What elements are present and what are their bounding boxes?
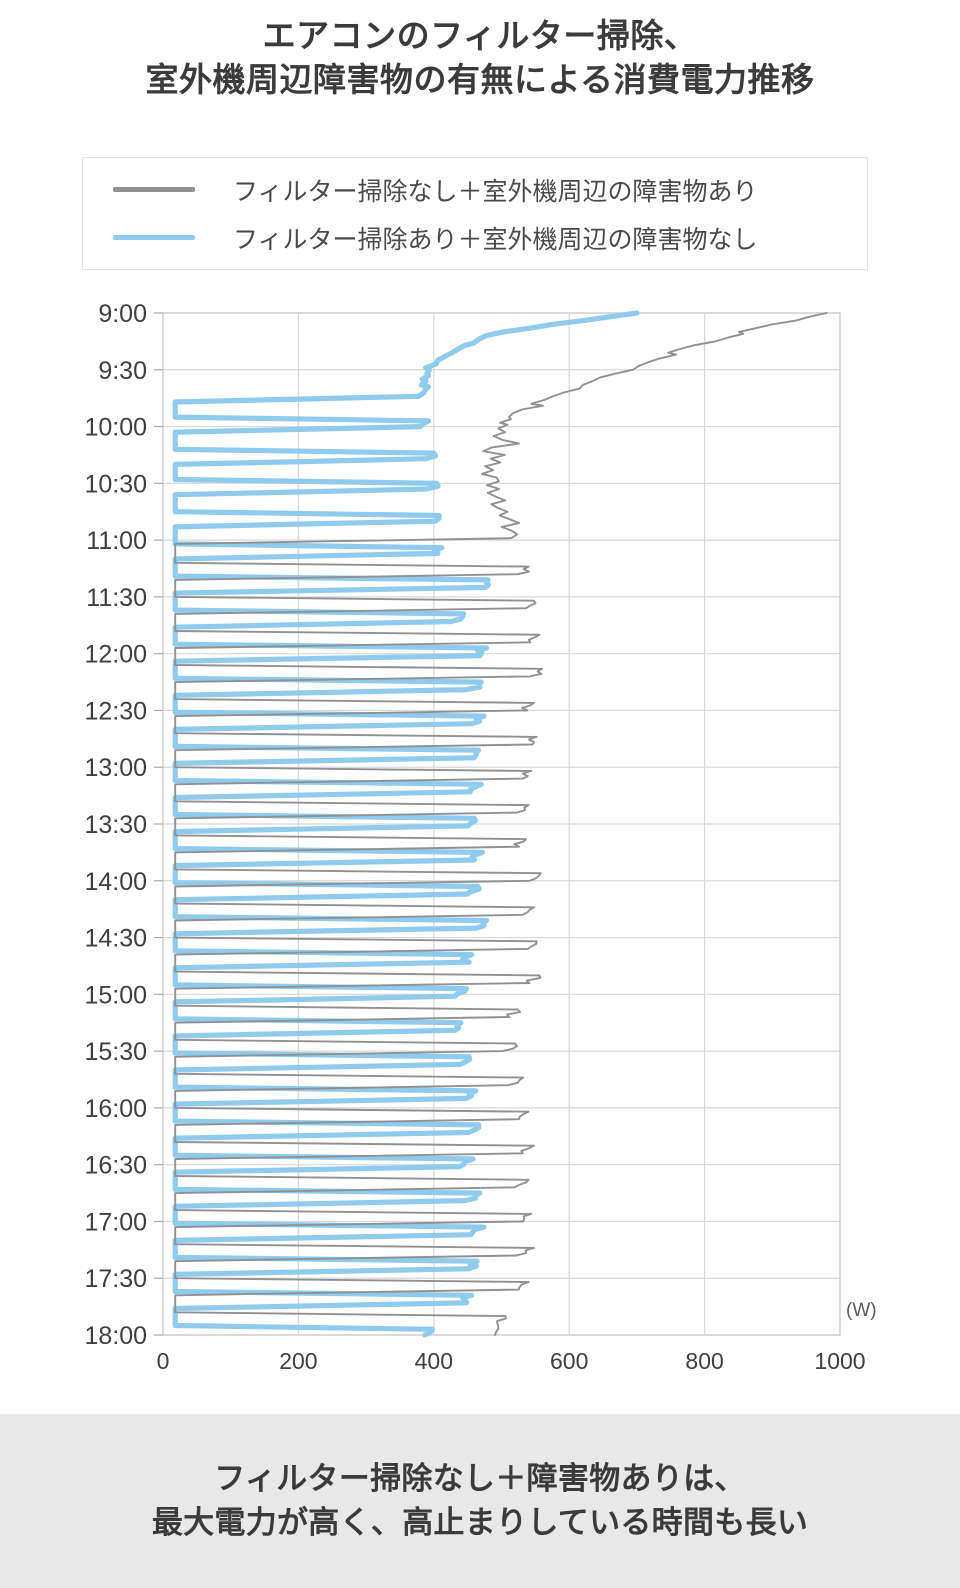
x-axis-tick-label: 800 [685,1348,723,1374]
legend-label-no-cleaning: フィルター掃除なし＋室外機周辺の障害物あり [233,177,758,206]
page-title: エアコンのフィルター掃除、 室外機周辺障害物の有無による消費電力推移 [0,0,960,102]
y-axis-tick-label: 10:30 [84,470,147,498]
chart-legend: フィルター掃除なし＋室外機周辺の障害物あり フィルター掃除あり＋室外機周辺の障害… [82,157,868,270]
y-axis-tick-label: 12:00 [84,641,147,669]
caption-line-2: 最大電力が高く、高止まりしている時間も長い [151,1505,809,1540]
summary-caption: フィルター掃除なし＋障害物ありは、 最大電力が高く、高止まりしている時間も長い [0,1414,960,1588]
y-axis-tick-label: 14:30 [84,925,147,953]
y-axis-tick-label: 13:00 [84,754,147,782]
legend-item-no-cleaning[interactable]: フィルター掃除なし＋室外機周辺の障害物あり [113,166,867,214]
y-axis-tick-label: 10:00 [84,414,147,442]
y-axis-tick-label: 18:00 [84,1322,147,1350]
y-axis-tick-label: 15:00 [84,981,147,1009]
y-axis-ticks: 9:00 9:30 10:00 10:30 11:00 11:30 12:00 12:30 13… [84,300,163,1350]
y-axis-tick-label: 9:00 [98,300,147,328]
caption-line-1: フィルター掃除なし＋障害物ありは、 [214,1460,746,1496]
y-axis-tick-label: 12:30 [84,697,147,725]
x-axis-unit-label: (W) [846,1300,877,1321]
title-line-1: エアコンのフィルター掃除、 [262,17,698,54]
y-axis-tick-label: 17:30 [84,1265,147,1293]
x-axis-tick-label: 1000 [814,1348,865,1374]
x-axis-tick-label: 200 [279,1348,317,1374]
data-series [172,310,828,1338]
y-axis-tick-label: 11:00 [86,527,147,555]
title-line-2: 室外機周辺障害物の有無による消費電力推移 [145,60,815,98]
y-axis-tick-label: 14:00 [84,868,147,896]
series-line-with-cleaning [172,310,640,1338]
x-axis-tick-label: 400 [415,1348,453,1374]
legend-label-with-cleaning: フィルター掃除あり＋室外機周辺の障害物なし [233,225,758,254]
legend-swatch-gray [113,187,195,192]
x-axis-tick-label: 0 [157,1348,170,1374]
legend-swatch-blue [113,235,195,240]
y-axis-tick-label: 17:00 [84,1208,147,1236]
y-axis-tick-label: 16:00 [84,1095,147,1123]
plot-frame [162,312,841,1336]
y-axis-tick-label: 9:30 [98,357,147,385]
x-axis-tick-label: 600 [550,1348,588,1374]
x-axis-ticks: 0 200 400 600 800 1000 [157,1348,866,1374]
y-axis-tick-label: 15:30 [84,1038,147,1066]
y-axis-tick-label: 16:30 [84,1152,147,1180]
y-axis-tick-label: 13:30 [84,811,147,839]
y-axis-tick-label: 11:30 [86,584,147,612]
legend-item-with-cleaning[interactable]: フィルター掃除あり＋室外機周辺の障害物なし [113,214,867,262]
series-line-no-cleaning [174,312,828,1336]
gridlines [162,312,841,1336]
